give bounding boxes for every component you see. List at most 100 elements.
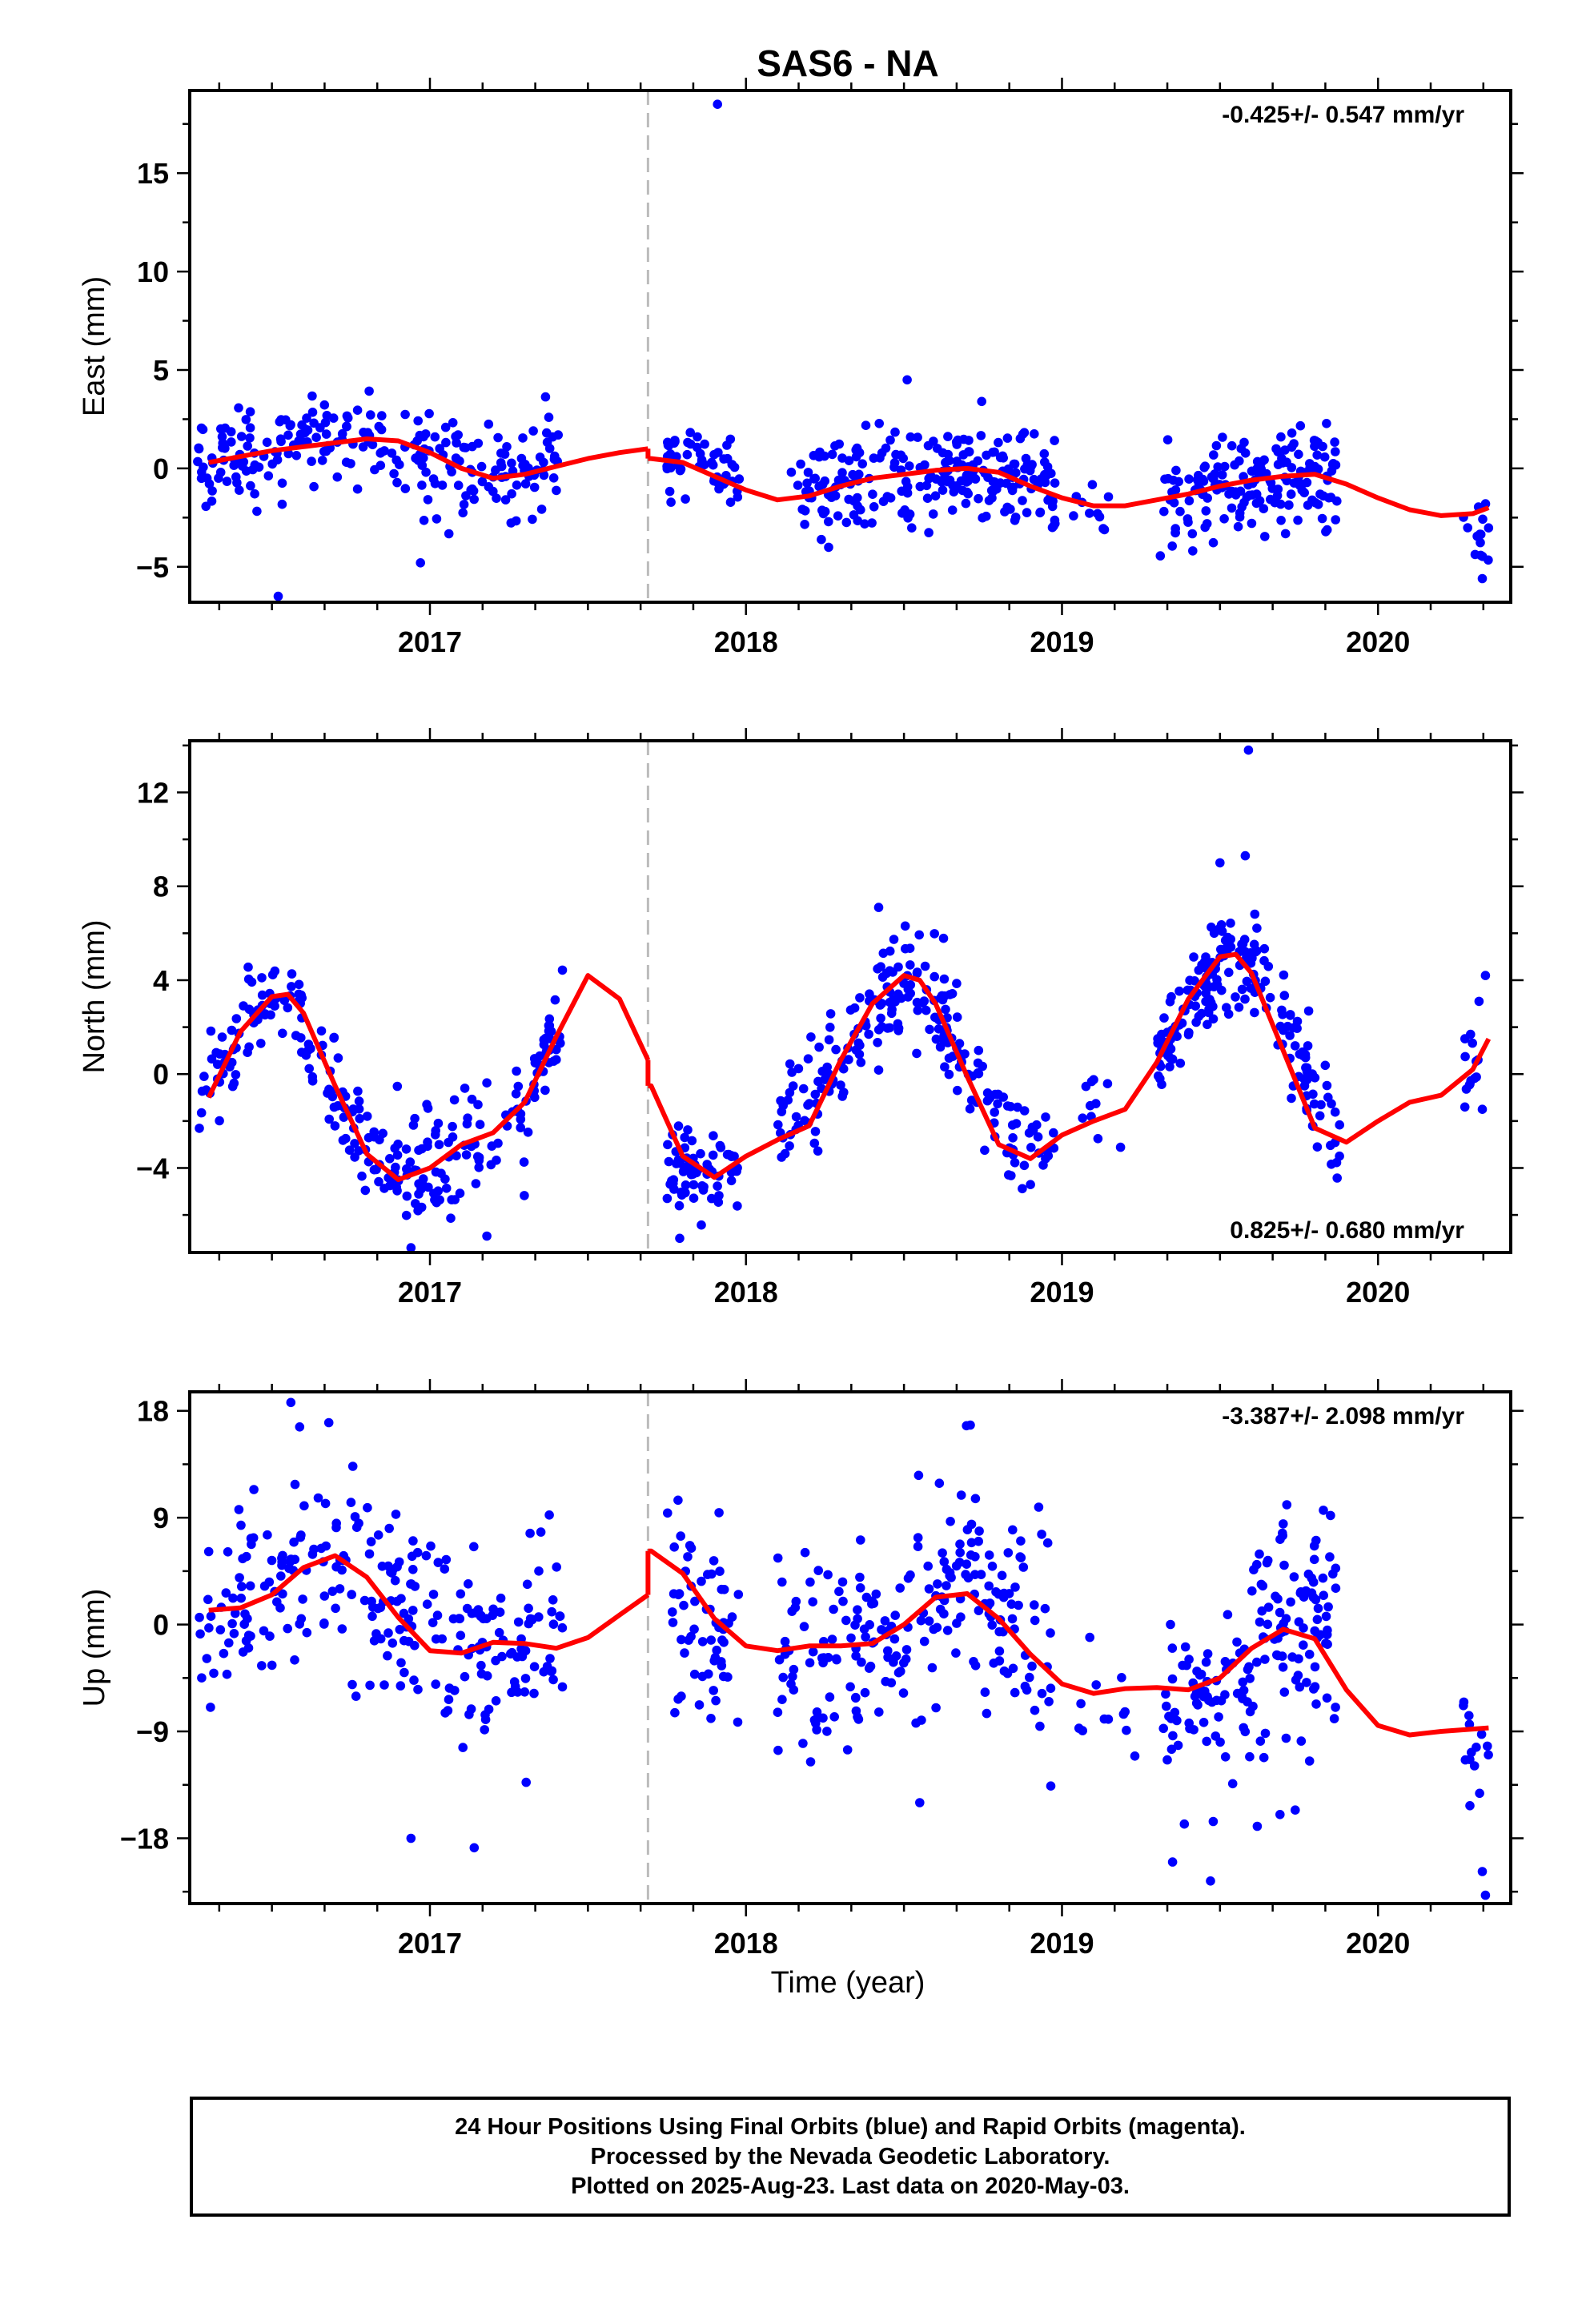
up-data-point — [1074, 1723, 1084, 1733]
north-data-point — [838, 1063, 849, 1074]
up-data-point — [1199, 1718, 1209, 1727]
north-data-point — [546, 1027, 556, 1036]
up-data-point — [809, 1715, 820, 1725]
east-data-point — [1200, 461, 1210, 471]
up-data-point — [984, 1581, 994, 1591]
east-data-point — [824, 517, 833, 527]
up-data-point — [942, 1581, 951, 1590]
east-data-point — [227, 437, 236, 447]
up-data-point — [1220, 1752, 1231, 1762]
north-data-point — [675, 1158, 685, 1168]
panel-east: 2017 2018 2019 2020 −5 0 5 10 15 East (mm) -0.425+… — [78, 78, 1524, 658]
east-data-point — [969, 472, 978, 483]
east-data-point — [942, 476, 952, 487]
north-data-point — [227, 1025, 237, 1035]
up-data-point — [421, 1550, 432, 1561]
east-data-point — [1002, 478, 1011, 489]
east-data-point — [400, 484, 411, 493]
up-data-point — [1311, 1594, 1321, 1605]
up-data-point — [1483, 1741, 1492, 1751]
up-data-point — [228, 1593, 238, 1603]
north-data-point — [1024, 1128, 1034, 1138]
up-data-point — [677, 1691, 686, 1701]
up-data-point — [1329, 1714, 1339, 1723]
north-data-point — [905, 960, 915, 970]
east-data-point — [1184, 496, 1195, 506]
north-data-point — [836, 1080, 845, 1090]
up-data-point — [1311, 1699, 1321, 1709]
east-data-point — [520, 479, 531, 489]
east-data-point — [857, 459, 867, 468]
up-data-point — [1260, 1728, 1271, 1739]
up-data-point — [777, 1695, 787, 1704]
north-data-point — [709, 1131, 718, 1140]
north-data-point — [433, 1186, 443, 1196]
north-data-point — [1182, 985, 1193, 995]
up-data-point — [1312, 1614, 1323, 1625]
up-data-point — [1279, 1519, 1288, 1529]
up-data-point — [838, 1596, 848, 1606]
north-data-point — [675, 1233, 685, 1244]
up-data-point — [860, 1687, 870, 1698]
north-data-point — [715, 1140, 725, 1151]
east-data-point — [928, 509, 938, 519]
up-data-point — [663, 1508, 673, 1518]
north-data-point — [257, 973, 267, 983]
north-data-point — [1231, 992, 1240, 1002]
up-data-point — [951, 1561, 962, 1571]
north-data-point — [256, 1039, 266, 1048]
north-data-point — [1472, 1072, 1481, 1082]
east-data-point — [542, 437, 552, 448]
up-data-point — [350, 1512, 360, 1522]
east-data-point — [867, 518, 877, 528]
up-data-point — [396, 1681, 406, 1691]
north-data-point — [806, 1032, 816, 1042]
north-data-point — [1303, 1041, 1313, 1051]
up-data-point — [987, 1620, 997, 1630]
up-data-point — [1484, 1750, 1493, 1760]
east-data-point — [277, 499, 287, 509]
east-data-point — [416, 558, 425, 568]
up-data-point — [1281, 1733, 1291, 1743]
east-data-point — [1297, 485, 1307, 495]
east-data-point — [453, 430, 463, 440]
up-data-point — [422, 1599, 432, 1609]
up-data-point — [206, 1611, 216, 1621]
up-data-point — [484, 1704, 494, 1715]
east-data-point — [1273, 485, 1283, 494]
up-data-point — [946, 1517, 955, 1526]
east-data-point — [977, 396, 986, 407]
east-data-point — [235, 485, 244, 495]
east-data-point — [943, 432, 953, 441]
up-data-point — [545, 1654, 555, 1663]
east-data-point — [1266, 494, 1275, 505]
up-data-point — [1018, 1562, 1029, 1572]
north-data-point — [887, 1004, 897, 1015]
up-data-point — [1020, 1681, 1030, 1691]
up-data-point — [676, 1531, 685, 1541]
up-data-point — [1016, 1553, 1026, 1562]
east-data-point — [1280, 529, 1291, 539]
up-data-point — [861, 1632, 870, 1642]
up-plot-frame — [188, 1390, 1512, 1905]
up-data-point — [969, 1657, 978, 1667]
north-data-point — [1466, 1029, 1476, 1039]
up-data-point — [1007, 1614, 1018, 1624]
up-data-point — [1263, 1555, 1273, 1566]
up-data-point — [1044, 1697, 1054, 1707]
up-data-point — [805, 1757, 816, 1767]
east-data-point — [477, 476, 488, 487]
north-points — [195, 745, 1491, 1252]
up-data-point — [1465, 1801, 1475, 1811]
east-data-point — [1219, 514, 1229, 524]
east-data-point — [961, 498, 971, 509]
up-data-point — [898, 1688, 909, 1698]
up-data-point — [347, 1679, 357, 1690]
up-data-point — [913, 1542, 923, 1551]
north-data-point — [1330, 1107, 1340, 1117]
up-data-point — [773, 1745, 783, 1755]
east-data-point — [389, 468, 399, 479]
north-data-point — [1010, 1158, 1020, 1168]
east-data-point — [528, 426, 538, 436]
up-data-point — [1331, 1703, 1340, 1712]
